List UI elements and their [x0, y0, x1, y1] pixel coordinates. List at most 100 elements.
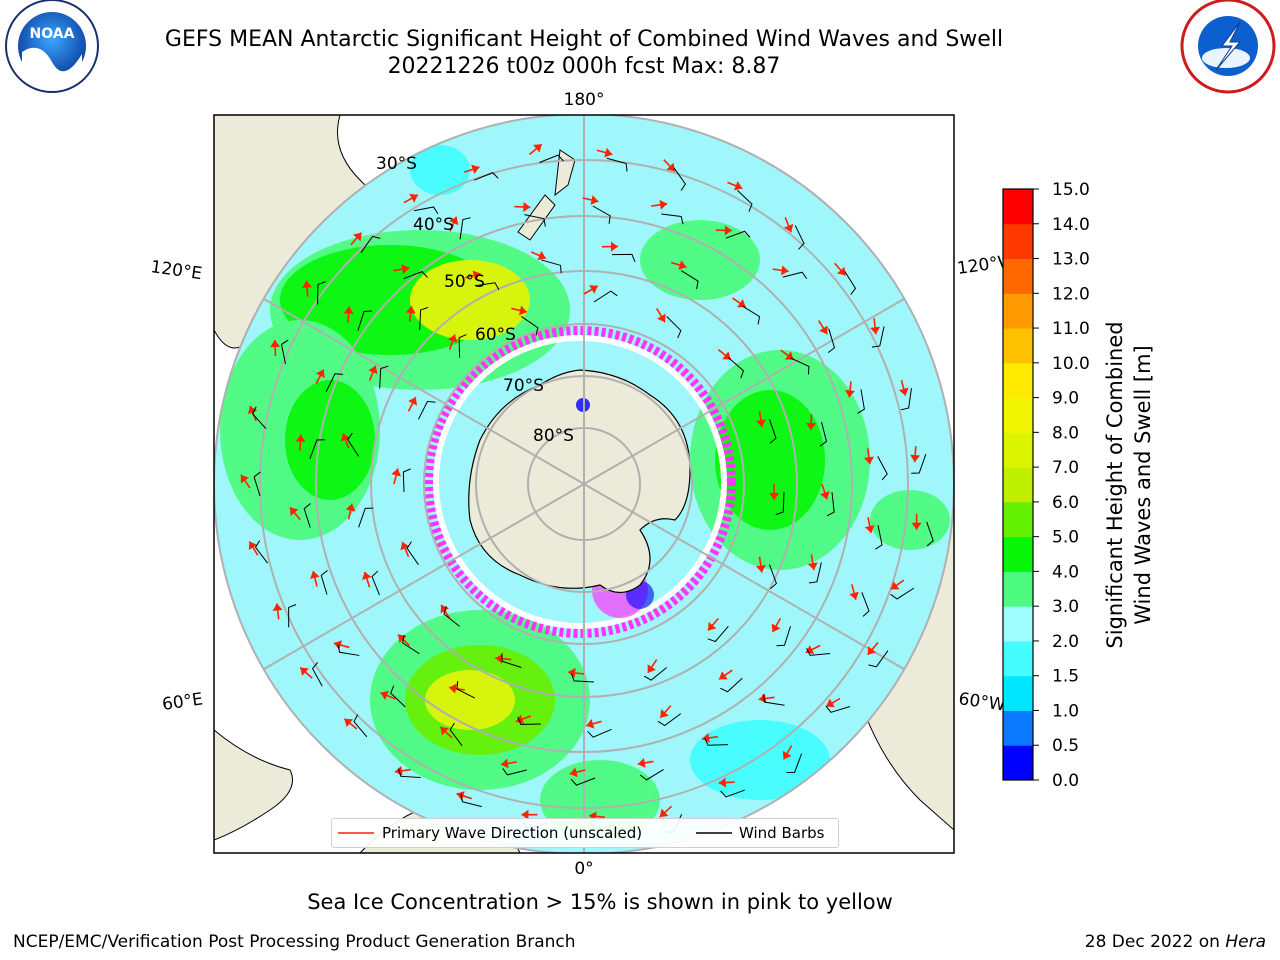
- wind-barb: [786, 753, 803, 773]
- wind-barb: [254, 540, 269, 564]
- wind-legend-swatch: [696, 832, 732, 834]
- wave-arrow-head: [248, 541, 258, 551]
- footer-date: 28 Dec 2022 on Hera: [1085, 932, 1266, 952]
- wind-barb: [861, 592, 870, 617]
- wave-arrow-head: [826, 698, 835, 708]
- wave-arrow-head: [590, 195, 599, 205]
- wind-barb: [794, 225, 805, 250]
- wave-arrow-head: [500, 758, 509, 769]
- wind-barb: [358, 507, 374, 528]
- wind-barb: [875, 525, 883, 550]
- wind-barb: [357, 310, 373, 331]
- wave-arrow-head: [471, 164, 480, 175]
- lon-label-60e: 60°E: [161, 689, 204, 714]
- wind-barb: [657, 713, 682, 727]
- wave-arrow-head: [472, 270, 481, 281]
- wave-arrow-head: [707, 621, 717, 631]
- wave-arrow-head: [864, 525, 875, 534]
- wind-barb: [666, 316, 682, 339]
- wind-barbs: [251, 154, 934, 833]
- colorbar-tick-label: 13.0: [1052, 250, 1090, 270]
- wave-arrow-head: [340, 433, 351, 442]
- wave-arrow-head: [702, 733, 710, 743]
- wave-arrow-head: [807, 562, 818, 571]
- wind-barb: [877, 456, 888, 481]
- wave-arrow-head: [910, 454, 921, 463]
- colorbar-bin: [1003, 432, 1033, 468]
- wave-arrow-head: [864, 456, 874, 465]
- wind-barb: [775, 491, 785, 516]
- colorbar-tick-label: 11.0: [1052, 319, 1090, 339]
- wind-barb: [857, 389, 865, 414]
- wind-barb: [320, 570, 328, 595]
- wave-direction-arrows: [240, 143, 922, 822]
- colorbar-bin: [1003, 606, 1033, 642]
- lon-label-60w: 60°W: [957, 689, 1006, 715]
- colorbar: [1003, 189, 1033, 781]
- wave-arrow-head: [769, 492, 780, 500]
- wave-arrow-head: [368, 365, 378, 375]
- wave-arrow-head: [362, 571, 372, 581]
- colorbar-tick-label: 10.0: [1052, 354, 1090, 374]
- colorbar-tick-label: 0.0: [1052, 771, 1079, 791]
- wave-arrow-head: [678, 260, 687, 270]
- wind-barb: [475, 282, 500, 290]
- wind-barb: [826, 492, 835, 517]
- wind-barb: [592, 205, 611, 224]
- wind-barb: [762, 694, 785, 706]
- wave-arrow-head: [783, 223, 794, 233]
- wave-arrow-head: [911, 522, 922, 530]
- wind-barb: [769, 564, 777, 590]
- wave-arrow-head: [409, 193, 418, 203]
- colorbar-tick-label: 0.5: [1052, 736, 1079, 756]
- colorbar-tick-label: 15.0: [1052, 180, 1090, 200]
- wave-legend-swatch: [338, 832, 374, 834]
- wave-arrow-head: [380, 690, 389, 701]
- wind-barb: [720, 677, 743, 693]
- wind-barb: [474, 172, 499, 181]
- wind-barb: [502, 768, 527, 776]
- wave-arrow-head: [784, 351, 794, 360]
- wind-barb: [251, 406, 267, 430]
- colorbar-label-line2: Wind Waves and Swell [m]: [1131, 345, 1155, 625]
- wind-barb: [443, 606, 460, 627]
- wave-arrow-head: [637, 757, 646, 768]
- noaa-logo-text: NOAA: [30, 26, 75, 42]
- wind-barb: [819, 421, 828, 447]
- wave-arrow-head: [401, 264, 410, 275]
- wave-arrow-head: [449, 216, 459, 226]
- lat-label-60s: 60°S: [475, 325, 516, 345]
- wave-arrow-head: [849, 591, 859, 600]
- wave-legend-label: Primary Wave Direction (unscaled): [382, 824, 643, 842]
- wind-barb: [309, 439, 325, 459]
- colorbar-tick-label: 8.0: [1052, 423, 1079, 443]
- wind-barb: [253, 471, 261, 497]
- wind-barb: [539, 154, 564, 163]
- wave-arrow-head: [315, 369, 325, 379]
- wind-barb: [890, 587, 915, 600]
- wave-arrow-head: [737, 299, 746, 308]
- wave-arrow-head: [523, 201, 531, 212]
- colorbar-ticks: 0.0 0.5 1.0 1.5 2.0 3.0 4.0 5.0 6.0 7.0 8.0 9.0 10.0…: [1033, 180, 1090, 791]
- wind-barb: [402, 468, 411, 493]
- chart-subtitle: 20221226 t00z 000h fcst Max: 8.87: [387, 54, 781, 79]
- lat-label-80s: 80°S: [533, 426, 574, 446]
- nws-logo: [1180, 0, 1276, 94]
- wind-barb: [725, 230, 751, 239]
- wind-barb: [303, 503, 311, 528]
- wind-barb: [926, 521, 934, 547]
- wave-arrow-head: [456, 791, 465, 801]
- lat-label-50s: 50°S: [444, 272, 485, 292]
- wind-barb: [844, 271, 857, 296]
- footer-credit: NCEP/EMC/Verification Post Processing Pr…: [13, 932, 576, 952]
- wind-barb: [418, 400, 436, 420]
- wind-barb: [521, 316, 539, 336]
- lat-label-70s: 70°S: [503, 376, 544, 396]
- colorbar-bin: [1003, 467, 1033, 503]
- wind-barb: [728, 357, 745, 379]
- wind-barb: [900, 388, 912, 411]
- wave-arrow-head: [657, 313, 666, 323]
- colorbar-bin: [1003, 571, 1033, 607]
- wind-barb: [456, 681, 476, 699]
- wave-arrow-head: [666, 162, 675, 172]
